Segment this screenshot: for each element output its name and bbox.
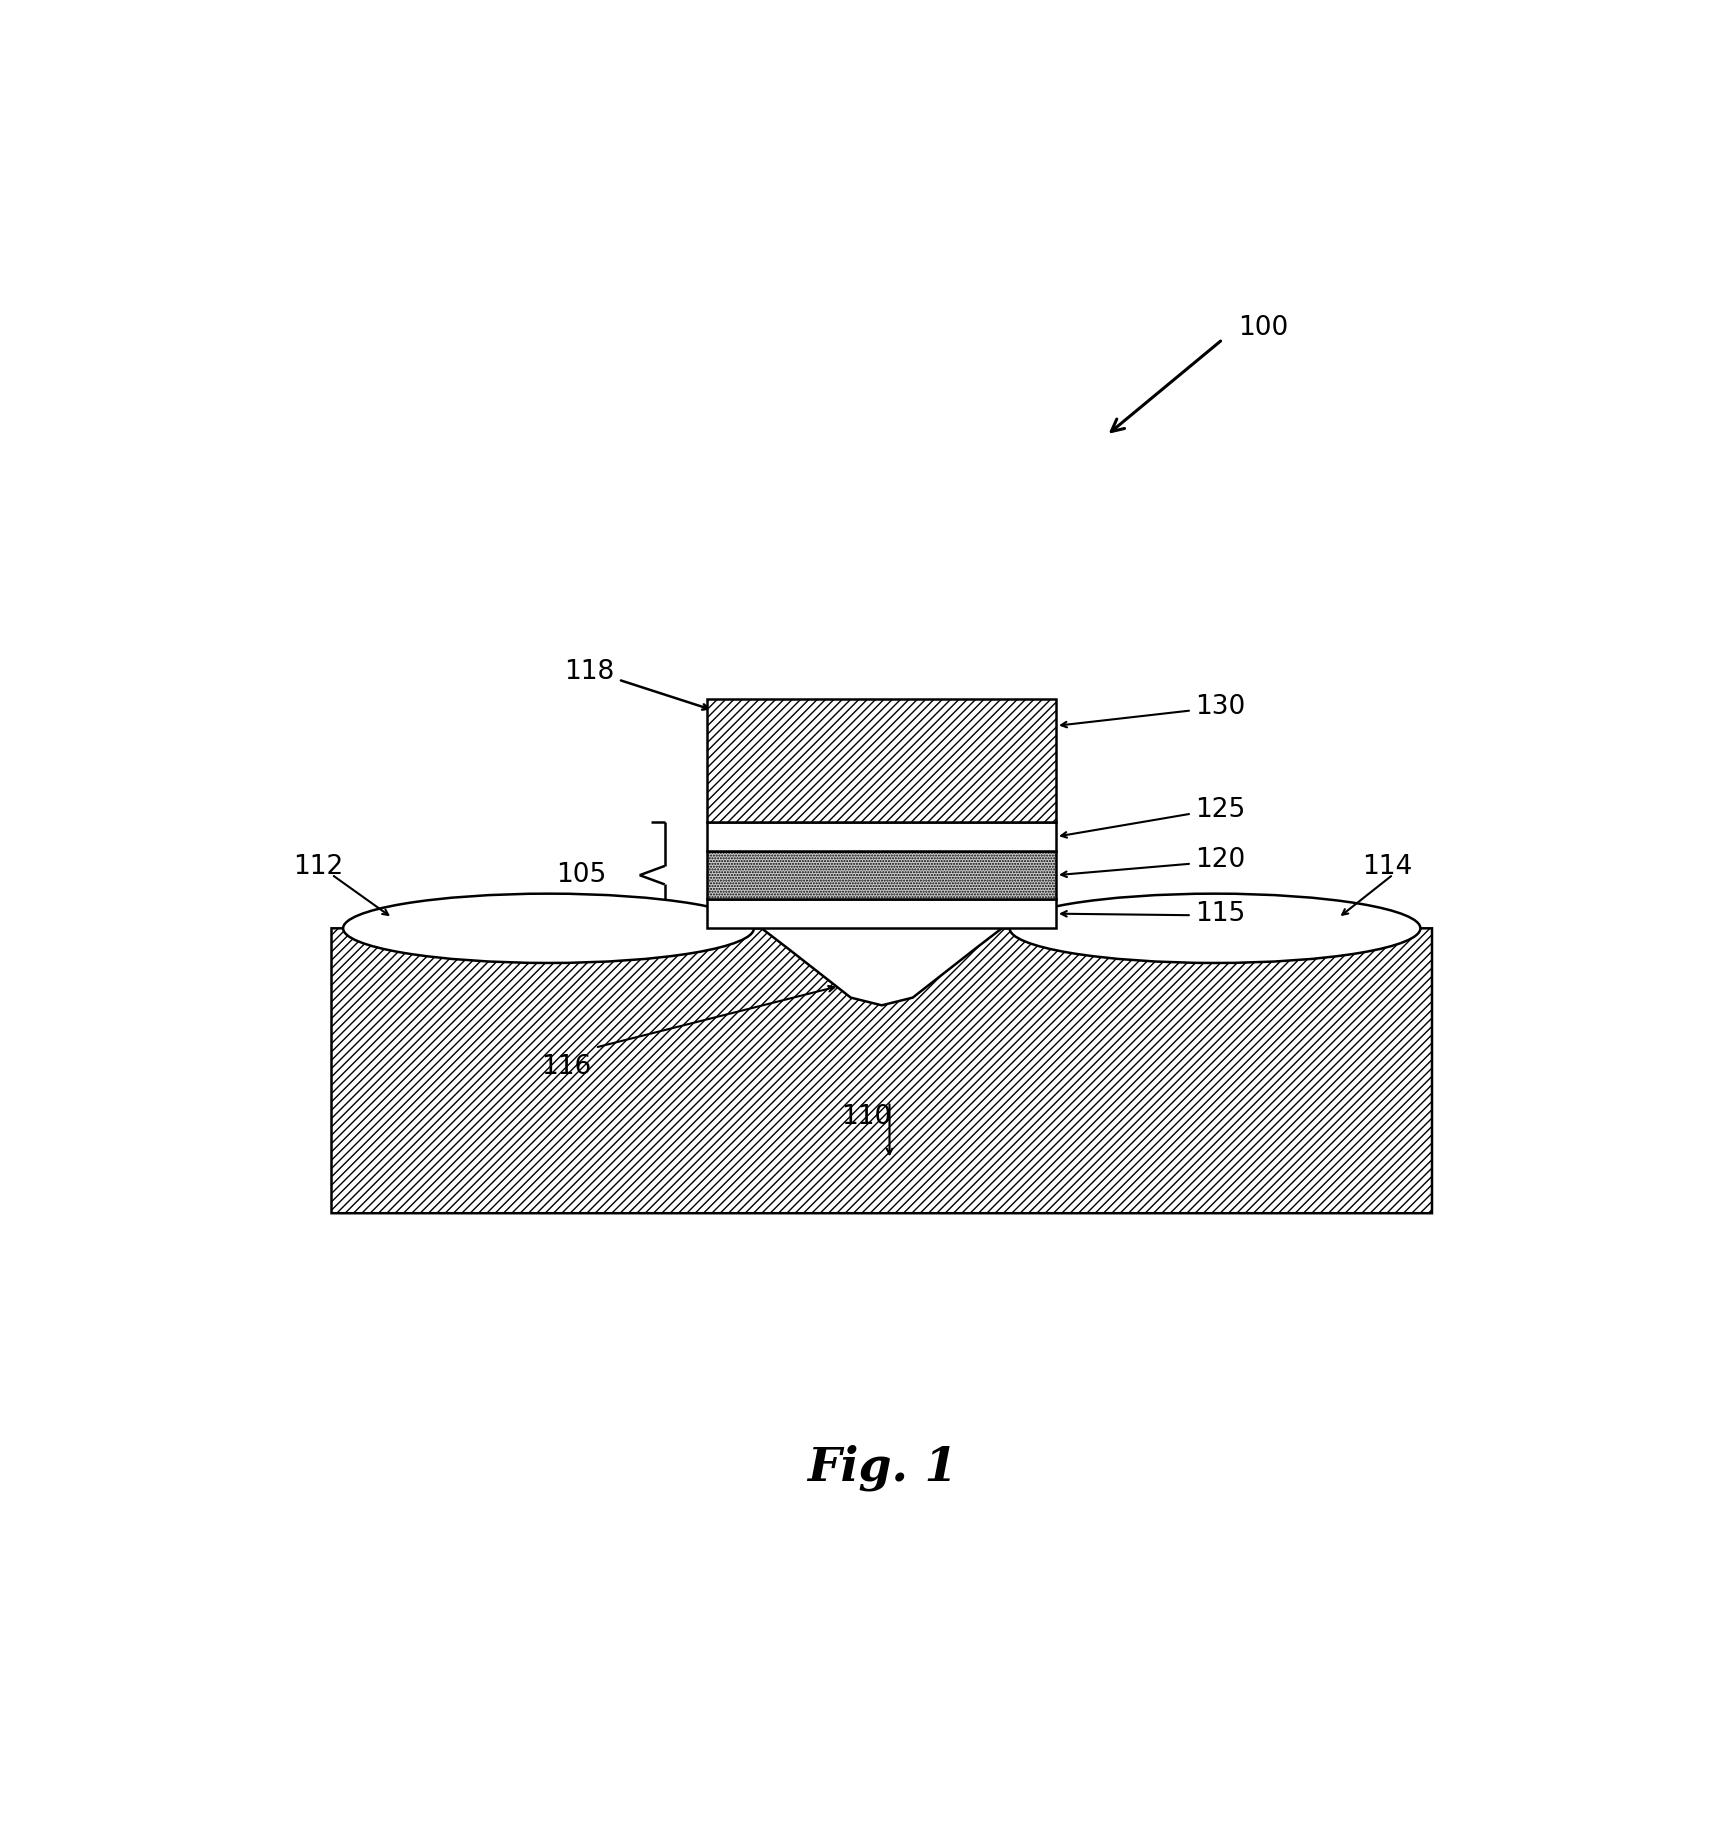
Text: Fig. 1: Fig. 1 (808, 1444, 957, 1491)
Text: 118: 118 (565, 658, 615, 684)
Text: 130: 130 (1195, 693, 1247, 719)
Text: 112: 112 (293, 853, 343, 879)
Bar (708, 899, 1056, 929)
Bar (708, 822, 1056, 851)
Bar (708, 851, 1056, 899)
Text: 110: 110 (840, 1103, 892, 1129)
Text: 100: 100 (1238, 314, 1288, 340)
Text: 114: 114 (1362, 853, 1412, 879)
Polygon shape (332, 929, 1433, 1214)
Ellipse shape (1009, 894, 1421, 964)
Text: 105: 105 (556, 862, 606, 888)
Text: 115: 115 (1195, 901, 1247, 927)
Bar (708, 699, 1056, 822)
Text: 125: 125 (1195, 796, 1247, 822)
Text: 116: 116 (541, 1054, 591, 1079)
Ellipse shape (343, 894, 754, 964)
Text: 120: 120 (1195, 846, 1247, 874)
